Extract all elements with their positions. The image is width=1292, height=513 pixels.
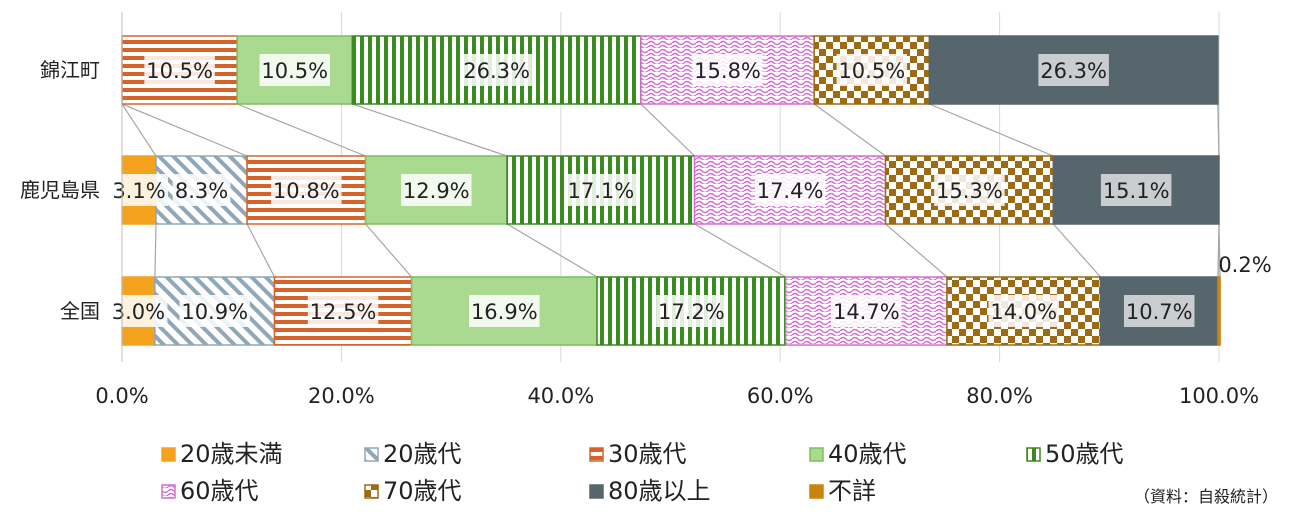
legend-label: 70歳代 <box>383 477 462 505</box>
series-connector-line <box>365 223 413 278</box>
data-label: 3.1% <box>112 179 165 203</box>
data-label-background <box>271 174 342 206</box>
series-connector-line <box>506 223 598 278</box>
data-label-background <box>401 174 472 206</box>
legend-swatch <box>589 484 604 499</box>
legend-swatch <box>589 447 604 462</box>
category-label: 錦江町 <box>40 58 100 82</box>
legend-label: 80歳以上 <box>608 477 711 505</box>
legend-swatch <box>364 484 379 499</box>
series-connector-line <box>121 103 157 157</box>
series-connector-line <box>885 223 948 278</box>
data-label: 12.9% <box>403 179 470 203</box>
data-label: 10.9% <box>181 300 248 324</box>
bar-segment <box>1217 276 1221 346</box>
series-connector-line <box>1218 223 1221 278</box>
data-label: 10.5% <box>838 59 905 83</box>
series-connector-line <box>154 223 157 278</box>
series-connector-line <box>1052 223 1101 278</box>
data-label: 15.8% <box>694 59 761 83</box>
data-label-background <box>692 54 763 86</box>
data-label-background <box>1100 174 1172 206</box>
x-tick-label: 60.0% <box>747 384 814 408</box>
series-connector-line <box>236 103 366 157</box>
series-connector-line <box>694 223 786 278</box>
x-tick-label: 100.0% <box>1179 384 1259 408</box>
data-label: 17.1% <box>567 179 634 203</box>
data-label: 15.1% <box>1103 179 1170 203</box>
legend-label: 40歳代 <box>828 440 907 468</box>
series-connector-line <box>1217 103 1220 157</box>
series-connector-line <box>121 103 248 157</box>
data-label-background <box>988 295 1059 327</box>
source-note: （資料：自殺統計） <box>1133 487 1278 506</box>
data-label-background <box>656 295 727 327</box>
x-tick-label: 80.0% <box>966 384 1033 408</box>
legend-swatch <box>161 447 176 462</box>
data-label: 17.2% <box>658 300 725 324</box>
data-label: 10.8% <box>273 179 340 203</box>
legend-swatch <box>809 447 824 462</box>
data-label: 14.7% <box>833 300 900 324</box>
data-label-background <box>831 295 902 327</box>
data-label-background <box>307 295 379 327</box>
data-label-background <box>259 54 331 86</box>
legend-swatch <box>161 484 176 499</box>
data-label: 14.0% <box>990 300 1057 324</box>
data-label: 26.3% <box>463 59 530 83</box>
data-label: 17.4% <box>757 179 824 203</box>
data-label: 8.3% <box>175 179 228 203</box>
data-label-background <box>179 295 250 327</box>
data-label-background <box>836 54 908 86</box>
data-label-background <box>1123 295 1195 327</box>
data-label-background <box>934 174 1005 206</box>
category-label: 鹿児島県 <box>20 178 100 202</box>
data-label: 15.3% <box>936 179 1003 203</box>
legend-swatch <box>364 447 379 462</box>
data-label: 10.5% <box>146 59 213 83</box>
legend-label: 20歳代 <box>383 440 462 468</box>
legend-label: 不詳 <box>828 477 876 505</box>
series-connector-line <box>929 103 1054 157</box>
data-label-background <box>461 54 532 86</box>
data-label-background <box>144 54 215 86</box>
category-label: 全国 <box>60 299 100 323</box>
series-connector-line <box>352 103 508 157</box>
data-label: 10.5% <box>261 59 328 83</box>
data-label: 26.3% <box>1040 59 1107 83</box>
data-label-background <box>110 174 169 206</box>
data-label-background <box>109 295 168 327</box>
data-label: 10.7% <box>1126 300 1193 324</box>
series-connector-line <box>640 103 696 157</box>
data-label-background <box>565 174 637 206</box>
legend-label: 20歳未満 <box>180 440 283 468</box>
series-connector-line <box>813 103 886 157</box>
data-label: 0.2% <box>1218 253 1271 277</box>
x-tick-label: 0.0% <box>95 384 148 408</box>
data-label-background <box>1038 54 1109 86</box>
data-label: 3.0% <box>112 300 165 324</box>
data-label: 16.9% <box>471 300 538 324</box>
x-tick-label: 20.0% <box>308 384 375 408</box>
x-tick-label: 40.0% <box>527 384 594 408</box>
data-label-background <box>754 174 826 206</box>
data-label: 12.5% <box>310 300 377 324</box>
legend-label: 50歳代 <box>1045 440 1124 468</box>
series-connector-line <box>246 223 276 278</box>
data-label-background <box>172 174 231 206</box>
legend-swatch <box>1026 447 1041 462</box>
legend-swatch <box>809 484 824 499</box>
legend-label: 60歳代 <box>180 477 259 505</box>
legend-label: 30歳代 <box>608 440 687 468</box>
data-label-background <box>469 295 540 327</box>
